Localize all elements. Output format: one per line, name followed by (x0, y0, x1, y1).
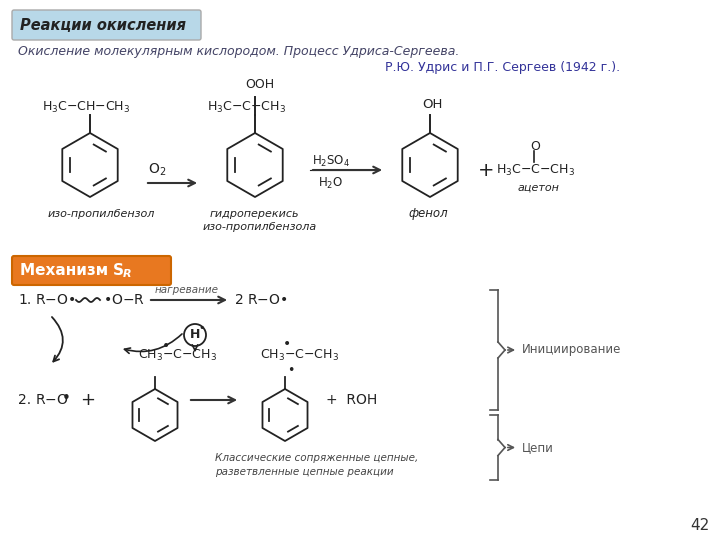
Text: 2.: 2. (18, 393, 31, 407)
Text: H$_3$C$-$CH$-$CH$_3$: H$_3$C$-$CH$-$CH$_3$ (42, 99, 130, 114)
Text: Реакции окисления: Реакции окисления (20, 18, 186, 33)
Text: •: • (283, 337, 292, 351)
Text: •O$-$R: •O$-$R (103, 293, 145, 307)
Text: ацетон: ацетон (518, 183, 560, 193)
Text: O: O (530, 140, 540, 153)
Text: фенол: фенол (408, 207, 448, 220)
Text: 2 R$-$O•: 2 R$-$O• (234, 293, 287, 307)
Text: R: R (123, 269, 132, 279)
Text: Цепи: Цепи (522, 441, 554, 454)
Text: R$-$O•: R$-$O• (35, 293, 76, 307)
Text: H$_2$O: H$_2$O (318, 176, 343, 191)
Text: R$-$O: R$-$O (35, 393, 68, 407)
Text: H$_2$SO$_4$: H$_2$SO$_4$ (312, 153, 350, 168)
Text: +  ROH: + ROH (326, 393, 377, 407)
Text: Инициирование: Инициирование (522, 343, 621, 356)
Text: H$_3$C$-$C$-$CH$_3$: H$_3$C$-$C$-$CH$_3$ (207, 99, 286, 114)
Text: Классические сопряженные цепные,: Классические сопряженные цепные, (215, 453, 418, 463)
Text: Р.Ю. Удрис и П.Г. Сергеев (1942 г.).: Р.Ю. Удрис и П.Г. Сергеев (1942 г.). (385, 62, 620, 75)
Text: гидроперекись: гидроперекись (210, 209, 300, 219)
Text: H$_3$C$-$C$-$CH$_3$: H$_3$C$-$C$-$CH$_3$ (496, 163, 575, 178)
Text: CH$_3$$-$C$-$CH$_3$: CH$_3$$-$C$-$CH$_3$ (260, 347, 339, 362)
Text: CH$_3$$-$C$-$CH$_3$: CH$_3$$-$C$-$CH$_3$ (138, 347, 217, 362)
Text: H: H (190, 328, 200, 341)
Text: +: + (478, 160, 495, 179)
Text: Механизм: Механизм (20, 263, 113, 278)
Text: изо-пропилбензола: изо-пропилбензола (203, 222, 318, 232)
Text: OH: OH (422, 98, 442, 111)
Text: S: S (113, 263, 124, 278)
Text: 42: 42 (690, 517, 710, 532)
Text: нагревание: нагревание (155, 285, 219, 295)
Text: изо-пропилбензол: изо-пропилбензол (48, 209, 156, 219)
Text: 1.: 1. (18, 293, 31, 307)
Text: Окисление молекулярным кислородом. Процесс Удриса-Сергеева.: Окисление молекулярным кислородом. Проце… (18, 45, 459, 58)
Text: •: • (287, 364, 294, 377)
Text: •: • (162, 339, 170, 353)
FancyBboxPatch shape (12, 256, 171, 285)
Text: •: • (62, 391, 71, 406)
Text: •: • (199, 323, 205, 333)
Text: O$_2$: O$_2$ (148, 162, 166, 178)
FancyBboxPatch shape (12, 10, 201, 40)
Text: OOH: OOH (245, 78, 274, 91)
Text: разветвленные цепные реакции: разветвленные цепные реакции (215, 467, 394, 477)
Text: +: + (80, 391, 95, 409)
